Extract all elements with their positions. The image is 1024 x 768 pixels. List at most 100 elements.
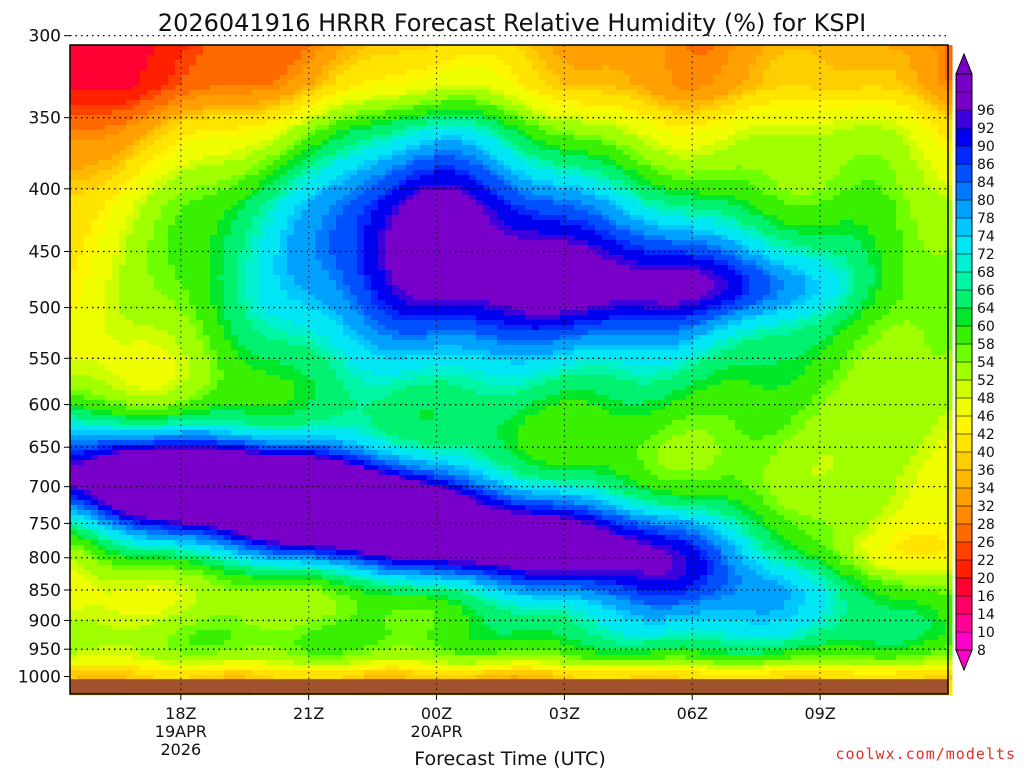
colorbar-swatch: [956, 416, 972, 435]
colorbar-swatch: [956, 182, 972, 201]
y-tick-label: 600: [29, 396, 61, 416]
colorbar-swatch: [956, 92, 972, 111]
colorbar-label: 8: [977, 643, 986, 659]
colorbar-label: 10: [977, 625, 995, 641]
y-tick-label: 1000: [18, 668, 61, 688]
y-tick-label: 850: [29, 581, 61, 601]
colorbar-swatch: [956, 74, 972, 93]
colorbar-label: 20: [977, 571, 995, 587]
y-tick-label: 400: [29, 180, 61, 200]
colorbar-swatch: [956, 506, 972, 525]
colorbar-label: 28: [977, 517, 995, 533]
rh-field: [70, 45, 953, 696]
y-tick-label: 900: [29, 611, 61, 631]
colorbar-swatch: [956, 344, 972, 363]
colorbar-swatch: [956, 146, 972, 165]
grid-lines: [70, 35, 948, 694]
colorbar-label: 14: [977, 607, 995, 623]
colorbar-label: 90: [977, 139, 995, 155]
colorbar-swatch: [956, 110, 972, 129]
colorbar-swatch: [956, 326, 972, 345]
colorbar-swatch: [956, 578, 972, 597]
colorbar-label: 68: [977, 265, 995, 281]
plot-frame: [69, 44, 949, 695]
chart-title: 2026041916 HRRR Forecast Relative Humidi…: [158, 9, 866, 37]
colorbar-label: 36: [977, 463, 995, 479]
colorbar-swatch: [956, 236, 972, 255]
colorbar-label: 40: [977, 445, 995, 461]
colorbar-swatch: [956, 632, 972, 651]
credit-text: coolwx.com/modelts: [835, 745, 1016, 763]
y-axis: 2503003504004505005506006507007508008509…: [18, 27, 70, 688]
colorbar-swatch: [956, 596, 972, 615]
x-tick-year: 2026: [160, 740, 201, 759]
colorbar-label: 64: [977, 301, 995, 317]
colorbar-swatch: [956, 290, 972, 309]
colorbar-label: 34: [977, 481, 995, 497]
colorbar-swatch: [956, 308, 972, 327]
colorbar-label: 74: [977, 229, 995, 245]
colorbar-label: 78: [977, 211, 995, 227]
colorbar: 8 10 14 16 20 22 26 28 32 34 36 40 42 46 48 52 54 58 60 64 6…: [955, 52, 995, 672]
colorbar-max-arrow: [955, 52, 973, 75]
x-tick-label: 03Z: [549, 704, 580, 723]
y-tick-label: 800: [29, 549, 61, 569]
colorbar-label: 58: [977, 337, 995, 353]
colorbar-label: 48: [977, 391, 995, 407]
x-tick-label: 18Z: [165, 704, 196, 723]
colorbar-label: 84: [977, 175, 995, 191]
colorbar-label: 52: [977, 373, 995, 389]
colorbar-swatch: [956, 542, 972, 561]
colorbar-label: 32: [977, 499, 995, 515]
colorbar-swatch: [956, 362, 972, 381]
y-tick-label: 450: [29, 242, 61, 262]
y-tick-label: 500: [29, 299, 61, 319]
y-tick-label: 750: [29, 514, 61, 534]
colorbar-swatch: [956, 164, 972, 183]
colorbar-swatch: [956, 254, 972, 273]
y-tick-label: 350: [29, 109, 61, 129]
colorbar-label: 96: [977, 103, 995, 119]
ground-surface: [70, 679, 948, 694]
colorbar-swatch: [956, 380, 972, 399]
colorbar-label: 60: [977, 319, 995, 335]
x-axis-label: Forecast Time (UTC): [414, 748, 605, 768]
colorbar-swatch: [956, 434, 972, 453]
x-tick-label: 21Z: [293, 704, 324, 723]
colorbar-swatch: [956, 452, 972, 471]
colorbar-label: 72: [977, 247, 995, 263]
colorbar-min-arrow: [955, 649, 973, 672]
y-tick-label: 550: [29, 349, 61, 369]
colorbar-swatch: [956, 272, 972, 291]
colorbar-swatch: [956, 614, 972, 633]
y-tick-label: 650: [29, 438, 61, 458]
colorbar-swatch: [956, 488, 972, 507]
x-tick-label: 00Z: [421, 704, 452, 723]
colorbar-label: 42: [977, 427, 995, 443]
colorbar-swatch: [956, 398, 972, 417]
colorbar-swatch: [956, 128, 972, 147]
colorbar-swatch: [956, 524, 972, 543]
colorbar-swatch: [956, 560, 972, 579]
colorbar-label: 86: [977, 157, 995, 173]
colorbar-label: 46: [977, 409, 995, 425]
x-tick-label: 09Z: [804, 704, 835, 723]
x-tick-date: 20APR: [411, 722, 463, 741]
colorbar-label: 22: [977, 553, 995, 569]
y-tick-label: 300: [29, 27, 61, 47]
plot-area: [69, 44, 953, 696]
colorbar-swatch: [956, 218, 972, 237]
colorbar-label: 80: [977, 193, 995, 209]
colorbar-label: 66: [977, 283, 995, 299]
colorbar-label: 26: [977, 535, 995, 551]
y-tick-label: 700: [29, 478, 61, 498]
x-tick-date: 19APR: [155, 722, 207, 741]
y-tick-label: 950: [29, 640, 61, 660]
colorbar-swatch: [956, 470, 972, 489]
colorbar-label: 92: [977, 121, 995, 137]
colorbar-label: 16: [977, 589, 995, 605]
colorbar-swatch: [956, 200, 972, 219]
colorbar-label: 54: [977, 355, 995, 371]
